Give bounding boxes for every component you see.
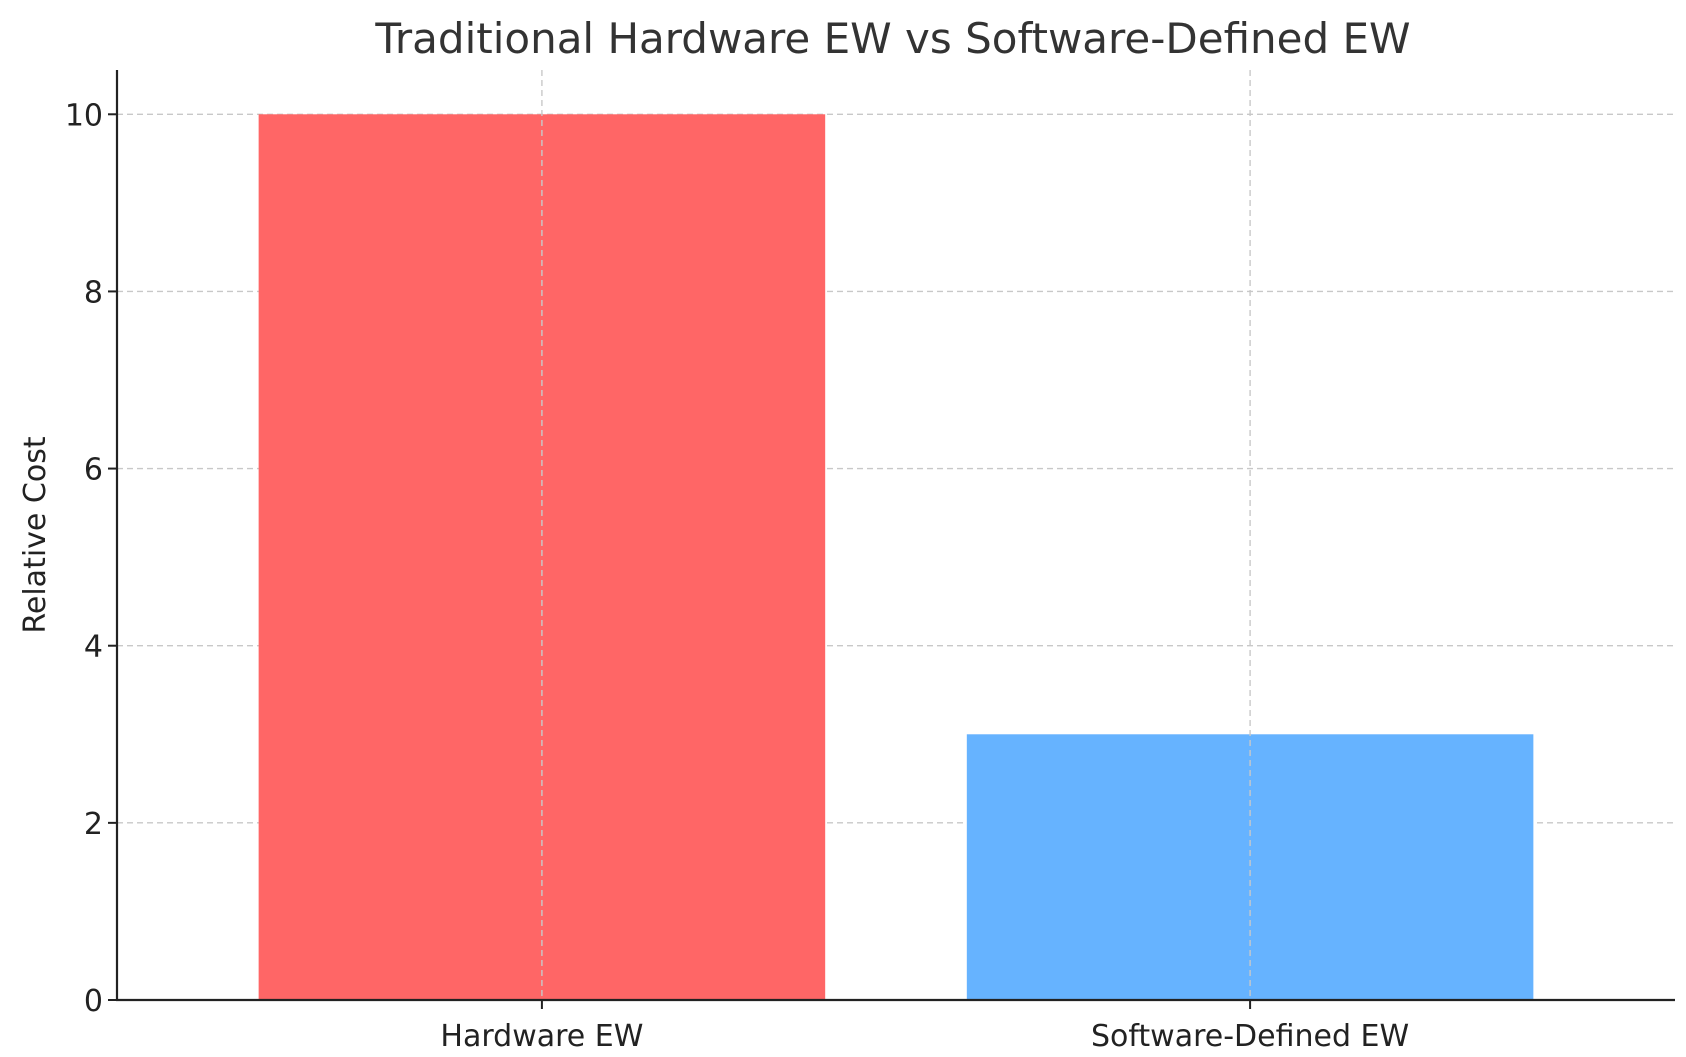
bar-layer	[258, 114, 1534, 1001]
vertical-grid-layer	[541, 70, 1251, 1000]
y-tick-label: 6	[84, 453, 103, 488]
y-tick-label: 4	[84, 630, 103, 665]
x-tick-label: Software-Defined EW	[1091, 1019, 1409, 1054]
axis-layer	[108, 70, 1675, 1009]
bar	[258, 114, 826, 1001]
tick-label-layer: 0 2 4 6 8 10 Hardware EW Software-Defined EW	[65, 98, 1409, 1054]
y-tick-label: 0	[84, 984, 103, 1019]
x-tick-label: Hardware EW	[440, 1019, 643, 1054]
y-tick-label: 2	[84, 807, 103, 842]
chart-title: Traditional Hardware EW vs Software-Defi…	[374, 14, 1410, 63]
y-tick-label: 10	[65, 98, 103, 133]
y-axis-label: Relative Cost	[18, 436, 53, 633]
y-tick-label: 8	[84, 275, 103, 310]
